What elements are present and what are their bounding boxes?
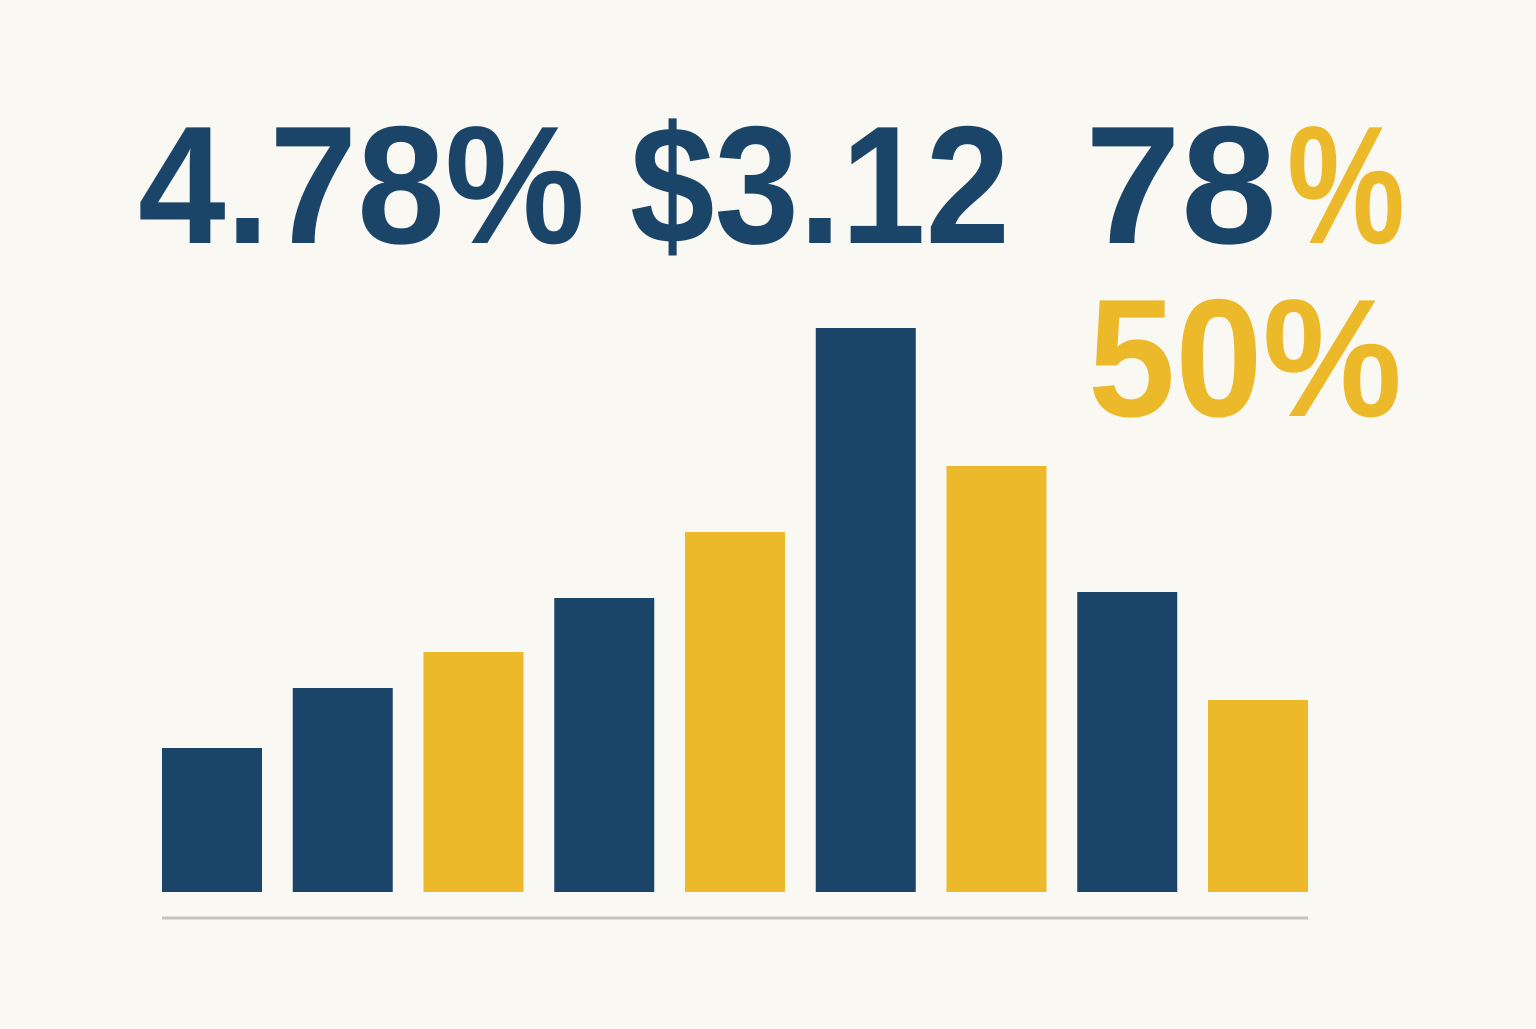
bar xyxy=(1077,592,1178,892)
bar xyxy=(292,688,393,892)
bar xyxy=(815,328,916,892)
stat-text: $3.12 xyxy=(630,91,1010,279)
bar-chart xyxy=(162,328,1308,892)
bar xyxy=(423,652,524,892)
stat-text: 4.78% xyxy=(138,91,585,279)
bar xyxy=(1208,700,1308,892)
stat-unit: % xyxy=(1287,91,1405,279)
stat-text: 50% xyxy=(1088,264,1402,452)
bar xyxy=(162,748,262,892)
bar xyxy=(946,466,1047,892)
stat-number: 78 xyxy=(1085,91,1277,279)
bar xyxy=(685,532,785,892)
bar xyxy=(554,598,655,892)
